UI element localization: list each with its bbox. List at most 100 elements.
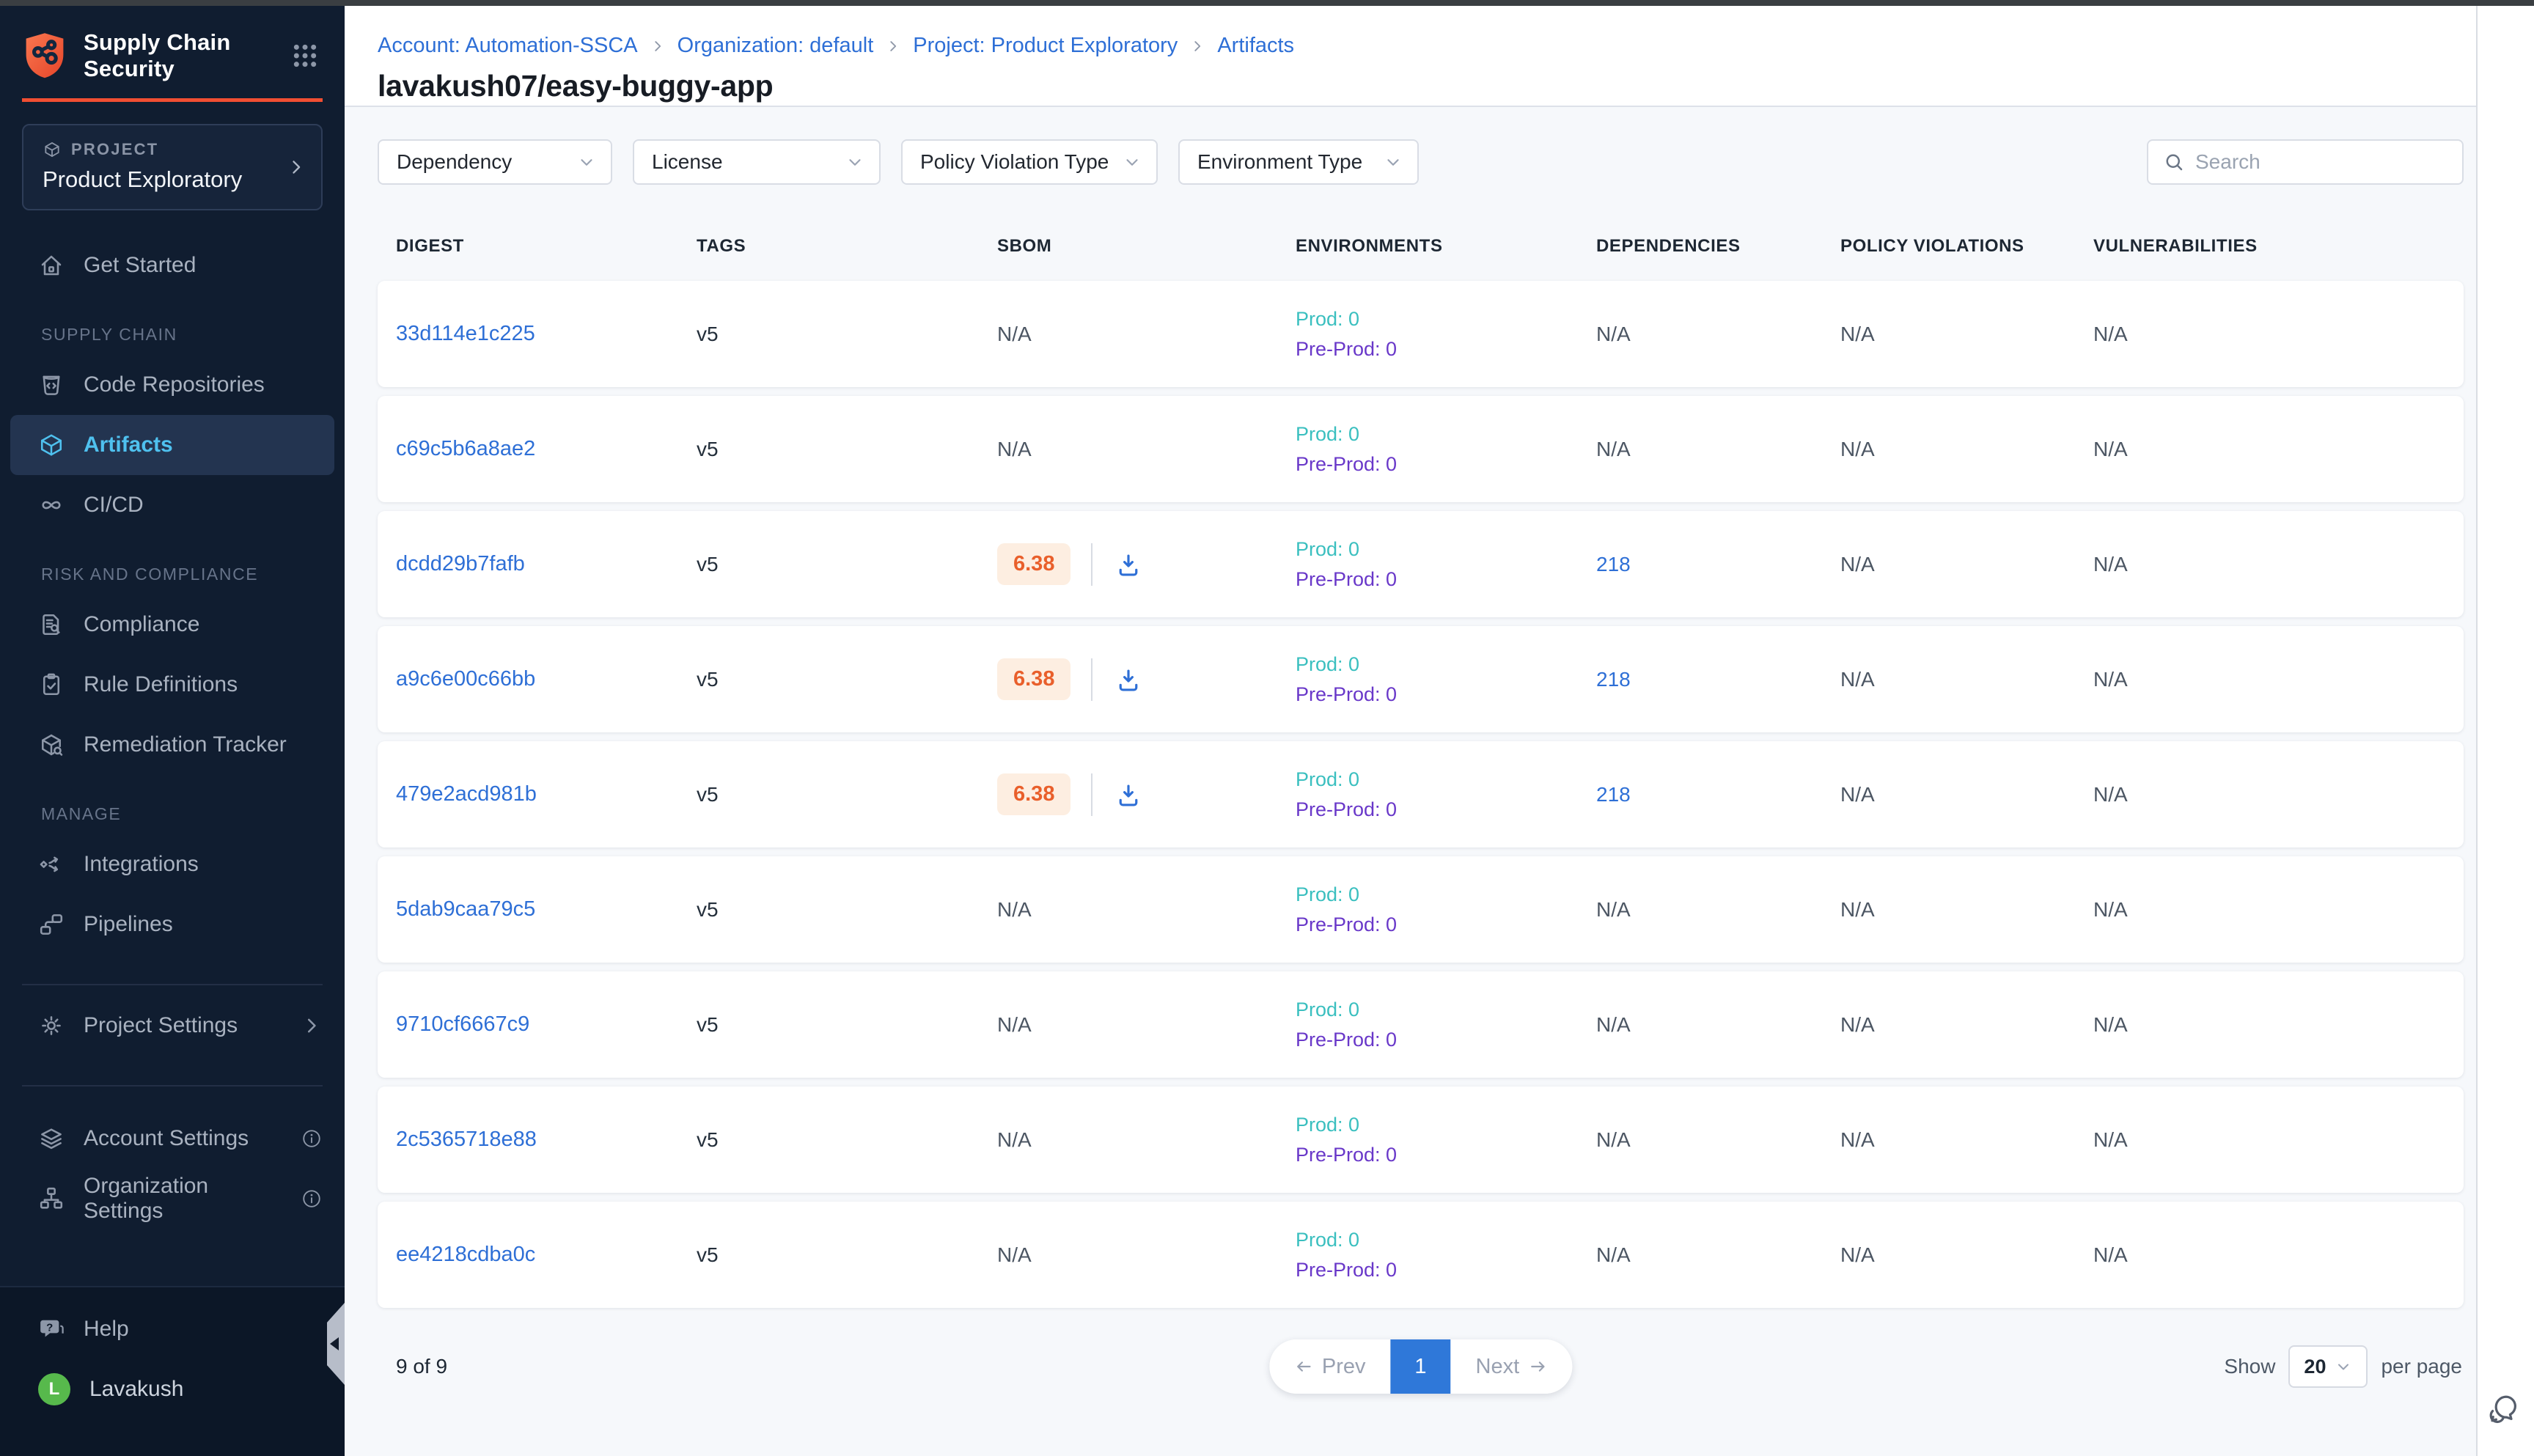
- digest-link[interactable]: dcdd29b7fafb: [396, 552, 525, 576]
- digest-cell: 479e2acd981b: [396, 782, 697, 806]
- collapse-arrow-icon: [330, 1337, 339, 1350]
- filter-dependency[interactable]: Dependency: [378, 139, 612, 185]
- digest-link[interactable]: ee4218cdba0c: [396, 1243, 535, 1266]
- sbom-cell: N/A: [997, 898, 1296, 922]
- sidebar-item-label: Rule Definitions: [84, 672, 238, 697]
- divider: [1091, 773, 1092, 816]
- sidebar-item-organization-settings[interactable]: Organization Settings: [0, 1169, 345, 1229]
- page-size-select[interactable]: 20: [2288, 1345, 2368, 1388]
- vulnerabilities-value: N/A: [2093, 1013, 2128, 1036]
- nav-section-label: MANAGE: [0, 804, 345, 824]
- filter-license[interactable]: License: [633, 139, 881, 185]
- filters-row: Dependency License Policy Violation Type En…: [378, 139, 2464, 185]
- dependencies-link[interactable]: 218: [1596, 783, 1631, 806]
- tags-cell: v5: [697, 438, 997, 461]
- tags-cell: v5: [697, 898, 997, 922]
- sidebar-item-project-settings[interactable]: Project Settings: [0, 996, 345, 1056]
- code-repo-icon: [38, 372, 65, 398]
- sidebar-item-compliance[interactable]: Compliance: [0, 595, 345, 655]
- dependencies-link[interactable]: 218: [1596, 668, 1631, 691]
- module-grid-icon[interactable]: [290, 41, 320, 70]
- search-input[interactable]: [2195, 150, 2447, 174]
- sidebar-item-rule-definitions[interactable]: Rule Definitions: [0, 655, 345, 715]
- dependencies-na: N/A: [1596, 1243, 1631, 1266]
- breadcrumb-link[interactable]: Artifacts: [1217, 34, 1294, 58]
- table-row: c69c5b6a8ae2v5N/AProd: 0Pre-Prod: 0N/AN/…: [378, 396, 2464, 502]
- tag-value: v5: [697, 898, 719, 921]
- digest-link[interactable]: a9c6e00c66bb: [396, 667, 535, 691]
- prev-page-button[interactable]: Prev: [1269, 1339, 1391, 1394]
- show-label: Show: [2224, 1355, 2275, 1378]
- table-row: 9710cf6667c9v5N/AProd: 0Pre-Prod: 0N/AN/…: [378, 971, 2464, 1078]
- table-rows: 33d114e1c225v5N/AProd: 0Pre-Prod: 0N/AN/…: [378, 281, 2464, 1308]
- pager: Prev 1 Next: [1269, 1339, 1572, 1394]
- supply-chain-security-logo-icon: [22, 32, 67, 80]
- digest-link[interactable]: 9710cf6667c9: [396, 1012, 529, 1036]
- sidebar-item-artifacts[interactable]: Artifacts: [10, 415, 334, 475]
- sidebar-item-account-settings[interactable]: Account Settings: [0, 1108, 345, 1169]
- project-selector[interactable]: PROJECT Product Exploratory: [22, 124, 323, 210]
- dependencies-cell: N/A: [1596, 898, 1840, 922]
- digest-link[interactable]: 5dab9caa79c5: [396, 897, 535, 921]
- vulnerabilities-cell: N/A: [2093, 1128, 2464, 1152]
- download-sbom-icon[interactable]: [1114, 781, 1142, 809]
- column-header-tags: TAGS: [697, 236, 997, 257]
- chevron-down-icon: [845, 152, 864, 172]
- sidebar-item-remediation-tracker[interactable]: Remediation Tracker: [0, 715, 345, 775]
- digest-link[interactable]: c69c5b6a8ae2: [396, 437, 535, 460]
- preprod-count: Pre-Prod: 0: [1296, 338, 1596, 361]
- filter-environment-type[interactable]: Environment Type: [1178, 139, 1419, 185]
- filter-policy-violation-type[interactable]: Policy Violation Type: [901, 139, 1158, 185]
- sidebar-item-integrations[interactable]: Integrations: [0, 834, 345, 894]
- sbom-na: N/A: [997, 323, 1032, 346]
- project-box-icon: [43, 140, 62, 159]
- vulnerabilities-cell: N/A: [2093, 898, 2464, 922]
- chevron-right-icon: [885, 38, 901, 54]
- tag-value: v5: [697, 668, 719, 691]
- download-sbom-icon[interactable]: [1114, 551, 1142, 578]
- chevron-down-icon: [1384, 152, 1403, 172]
- sidebar-item-label: CI/CD: [84, 493, 144, 518]
- prod-count: Prod: 0: [1296, 538, 1596, 561]
- column-header-sbom: SBOM: [997, 236, 1296, 257]
- vulnerabilities-value: N/A: [2093, 668, 2128, 691]
- user-menu[interactable]: L Lavakush: [0, 1359, 345, 1419]
- search-box: [2147, 139, 2464, 185]
- page-header: Account: Automation-SSCA Organization: de…: [345, 6, 2476, 107]
- content-area: Dependency License Policy Violation Type En…: [345, 107, 2476, 1456]
- filter-label: Policy Violation Type: [920, 150, 1109, 174]
- prod-count: Prod: 0: [1296, 423, 1596, 446]
- sidebar-item-code-repositories[interactable]: Code Repositories: [0, 355, 345, 415]
- brand-underline: [22, 98, 323, 102]
- sbom-score-badge: 6.38: [997, 543, 1070, 585]
- box-wrench-icon: [38, 732, 65, 758]
- info-icon: [301, 1188, 323, 1210]
- sidebar-item-get-started[interactable]: Get Started: [0, 235, 345, 295]
- table-header: DIGESTTAGSSBOMENVIRONMENTSDEPENDENCIESPO…: [378, 236, 2464, 257]
- sidebar-item-help[interactable]: ? Help: [0, 1299, 345, 1359]
- breadcrumb-link[interactable]: Project: Product Exploratory: [913, 34, 1178, 58]
- sbom-score-badge: 6.38: [997, 773, 1070, 815]
- environments-cell: Prod: 0Pre-Prod: 0: [1296, 999, 1596, 1051]
- policy-violations-cell: N/A: [1840, 438, 2093, 461]
- policy-violations-value: N/A: [1840, 553, 1875, 576]
- environments-cell: Prod: 0Pre-Prod: 0: [1296, 883, 1596, 936]
- next-page-button[interactable]: Next: [1451, 1339, 1573, 1394]
- digest-link[interactable]: 2c5365718e88: [396, 1128, 537, 1151]
- digest-link[interactable]: 479e2acd981b: [396, 782, 537, 806]
- sidebar-item-pipelines[interactable]: Pipelines: [0, 894, 345, 955]
- sbom-na: N/A: [997, 1128, 1032, 1152]
- sidebar-item-ci-cd[interactable]: CI/CD: [0, 475, 345, 535]
- vulnerabilities-value: N/A: [2093, 1243, 2128, 1266]
- feedback-chat-icon[interactable]: [2485, 1390, 2520, 1425]
- download-sbom-icon[interactable]: [1114, 666, 1142, 694]
- help-label: Help: [84, 1317, 129, 1342]
- breadcrumb-link[interactable]: Account: Automation-SSCA: [378, 34, 638, 58]
- digest-link[interactable]: 33d114e1c225: [396, 322, 535, 345]
- page-1-button[interactable]: 1: [1391, 1339, 1451, 1394]
- divider: [22, 984, 323, 985]
- breadcrumb-link[interactable]: Organization: default: [677, 34, 874, 58]
- dependencies-na: N/A: [1596, 1128, 1631, 1151]
- dependencies-link[interactable]: 218: [1596, 553, 1631, 576]
- dependencies-na: N/A: [1596, 438, 1631, 460]
